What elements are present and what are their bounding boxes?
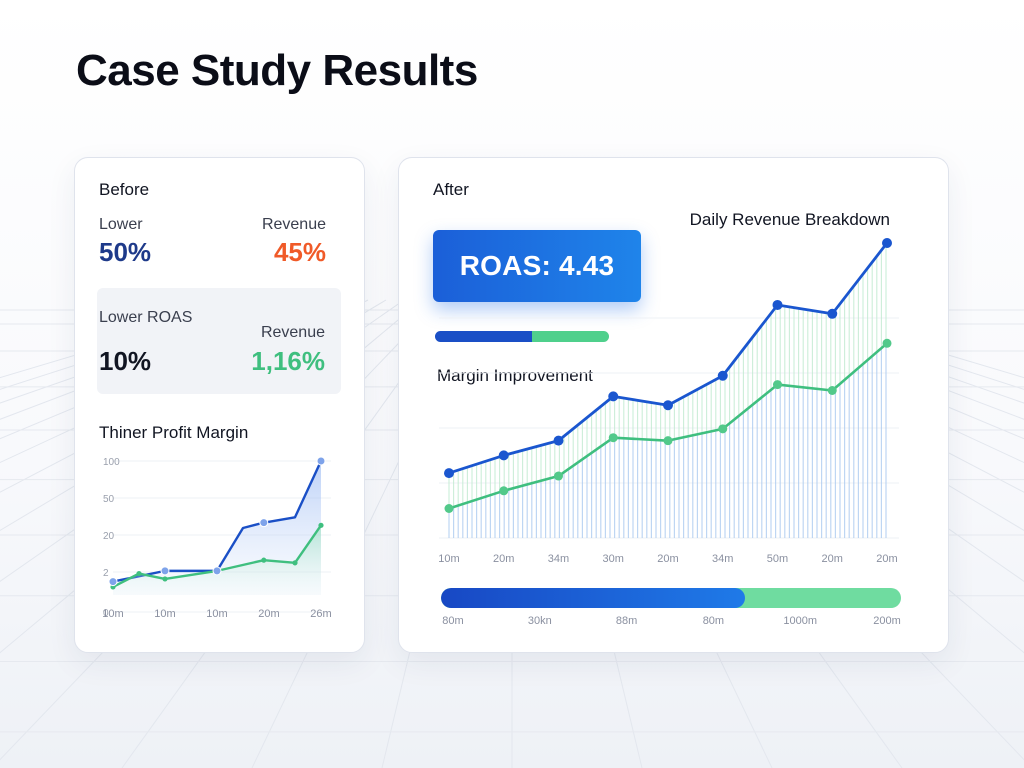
series-point-blue	[772, 299, 783, 310]
x-tick-label: 20m	[822, 553, 843, 565]
series-point-green	[292, 560, 298, 566]
series-point-blue	[444, 468, 454, 479]
series-point-blue	[827, 308, 838, 319]
after-card: After ROAS: 4.43 Margin Improvement Dail…	[398, 157, 949, 653]
page-title: Case Study Results	[76, 46, 478, 95]
progress-tick-label: 80m	[442, 615, 463, 627]
grid-line	[727, 299, 1024, 404]
x-tick-label: 20m	[258, 608, 279, 620]
series-point-blue	[160, 566, 170, 576]
roas-badge: ROAS: 4.43	[433, 230, 641, 302]
y-tick-label: 50	[103, 494, 115, 505]
progress-tick-label: 200m	[873, 615, 901, 627]
series-point-green	[261, 557, 267, 563]
progress-tick-label: 80m	[703, 615, 724, 627]
series-point-blue	[717, 370, 728, 381]
after-heading: After	[433, 180, 469, 199]
series-point-green	[444, 504, 454, 513]
lower-roas-label: Lower ROAS	[99, 309, 193, 326]
series-point-blue	[316, 456, 326, 466]
mini-bar-segment-blue	[435, 331, 533, 342]
y-tick-label: 100	[103, 457, 120, 468]
grid-line	[745, 299, 1024, 390]
x-tick-label: 26m	[310, 608, 331, 620]
series-point-green	[663, 436, 673, 446]
x-tick-label: 34m	[548, 553, 569, 565]
revenue-value: 45%	[273, 237, 326, 267]
series-area-green	[113, 525, 321, 595]
series-point-blue	[553, 435, 564, 446]
lower-value: 50%	[99, 237, 152, 267]
y-tick-label: 20	[103, 531, 115, 542]
series-point-green	[882, 338, 892, 348]
revenue-progress-bar	[441, 588, 901, 608]
x-tick-label: 20m	[876, 553, 897, 565]
revenue-label: Revenue	[261, 216, 326, 233]
series-point-green	[136, 570, 142, 577]
y-tick-label: 2	[103, 568, 109, 579]
series-point-green	[608, 433, 618, 443]
series-point-green	[554, 471, 563, 481]
progress-tick-labels: 80m 30kn 88m 80m 1000m 200m	[442, 615, 901, 627]
series-point-green	[773, 380, 782, 390]
progress-tick-label: 1000m	[783, 615, 817, 627]
series-point-blue	[259, 518, 269, 528]
y-tick-label: 0	[103, 608, 109, 619]
x-tick-label: 30m	[603, 553, 624, 565]
roas-badge-text: ROAS: 4.43	[459, 250, 615, 281]
x-tick-label: 34m	[712, 553, 733, 565]
series-point-green	[827, 386, 837, 395]
lower-roas-value: 10%	[99, 346, 152, 376]
revenue-progress-fill	[441, 588, 745, 608]
x-tick-label: 10m	[154, 608, 175, 620]
x-tick-label: 20m	[657, 553, 678, 565]
x-tick-label: 50m	[767, 553, 788, 565]
x-tick-label: 10m	[102, 608, 123, 620]
x-tick-label: 10m	[438, 553, 459, 565]
grid-line	[0, 299, 297, 404]
series-point-blue	[608, 391, 619, 402]
revenue2-value: 1,16%	[251, 346, 325, 376]
before-heading: Before	[99, 180, 150, 199]
mini-bar-segment-green	[532, 331, 609, 342]
before-card: Before Lower 50% Revenue 45% Lower ROAS …	[74, 157, 365, 653]
x-tick-label: 20m	[493, 553, 514, 565]
series-point-blue	[498, 450, 509, 461]
series-point-blue	[212, 566, 222, 576]
series-point-blue	[882, 238, 892, 248]
daily-revenue-chart: 10m 20m 34m 30m 20m 34m 50m 20m 20m	[438, 238, 899, 565]
grid-line	[0, 299, 279, 390]
series-point-green	[718, 424, 728, 434]
margin-title: Thiner Profit Margin	[99, 423, 249, 442]
series-point-green	[162, 576, 168, 582]
revenue-chart-title: Daily Revenue Breakdown	[689, 210, 890, 229]
series-point-blue	[108, 577, 118, 587]
series-point-green	[318, 522, 324, 528]
roas-stat-box: Lower ROAS 10% Revenue 1,16%	[97, 288, 341, 394]
series-point-green	[499, 486, 509, 496]
roas-mini-bar	[435, 331, 609, 342]
progress-tick-label: 88m	[616, 615, 637, 627]
lower-label: Lower	[99, 216, 143, 233]
revenue2-label: Revenue	[260, 324, 325, 341]
margin-improvement-label: Margin Improvement	[437, 366, 593, 385]
series-point-blue	[663, 400, 673, 411]
progress-tick-label: 30kn	[528, 615, 552, 627]
x-tick-label: 10m	[206, 608, 227, 620]
